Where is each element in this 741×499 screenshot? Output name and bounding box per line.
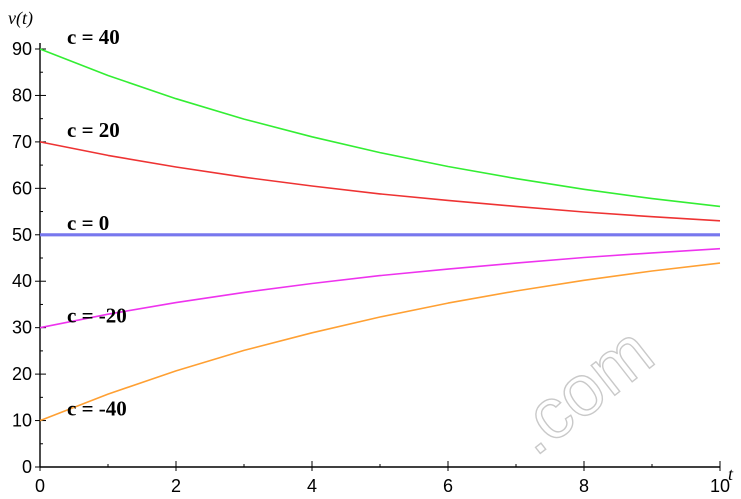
- series-lines: [39, 48, 721, 422]
- y-axis-label: v(t): [8, 8, 33, 29]
- series-line-0: [39, 48, 721, 208]
- series-line-3: [39, 247, 721, 329]
- x-axis-label: t: [728, 464, 734, 484]
- y-tick-label-10: 10: [12, 411, 32, 431]
- series-line-4: [39, 262, 721, 422]
- x-tick-label-2: 2: [171, 476, 181, 496]
- x-tick-label-6: 6: [443, 476, 453, 496]
- series-label-0: c = 40: [67, 25, 120, 49]
- y-tick-label-30: 30: [12, 318, 32, 338]
- y-tick-label-50: 50: [12, 225, 32, 245]
- x-tick-label-10: 10: [710, 476, 730, 496]
- y-tick-label-20: 20: [12, 364, 32, 384]
- x-tick-label-8: 8: [579, 476, 589, 496]
- y-tick-label-0: 0: [22, 457, 32, 477]
- x-tick-label-0: 0: [35, 476, 45, 496]
- series-label-4: c = -40: [67, 397, 127, 421]
- series-label-1: c = 20: [67, 118, 120, 142]
- series-labels: c = 40 c = 20 c = 0 c = -20 c = -40: [67, 25, 127, 421]
- watermark-text: .com: [496, 311, 668, 470]
- y-tick-label-70: 70: [12, 132, 32, 152]
- y-tick-label-40: 40: [12, 271, 32, 291]
- series-line-1: [39, 141, 721, 222]
- y-tick-label-60: 60: [12, 178, 32, 198]
- series-label-2: c = 0: [67, 211, 109, 235]
- x-tick-label-4: 4: [307, 476, 317, 496]
- series-label-3: c = -20: [67, 304, 127, 328]
- y-tick-label-90: 90: [12, 39, 32, 59]
- y-tick-label-80: 80: [12, 85, 32, 105]
- axes: 0 10 20 30 40 50 60 70 80 90 0 2 4 6 8 10: [12, 39, 730, 496]
